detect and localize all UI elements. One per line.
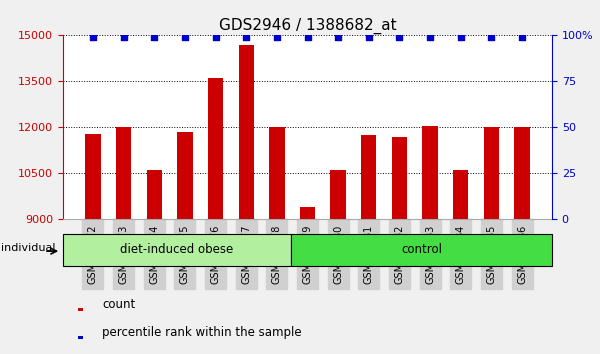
Bar bbox=[116, 127, 131, 219]
Point bbox=[88, 34, 98, 40]
Point bbox=[119, 34, 128, 40]
Point bbox=[303, 34, 313, 40]
Bar bbox=[77, 336, 83, 339]
Bar bbox=[239, 45, 254, 219]
Point bbox=[425, 34, 435, 40]
Bar bbox=[146, 170, 162, 219]
Text: percentile rank within the sample: percentile rank within the sample bbox=[102, 326, 302, 339]
Title: GDS2946 / 1388682_at: GDS2946 / 1388682_at bbox=[218, 18, 397, 34]
Bar bbox=[361, 135, 376, 219]
Point bbox=[211, 34, 220, 40]
Text: individual: individual bbox=[1, 243, 56, 253]
Point bbox=[334, 34, 343, 40]
Bar bbox=[208, 78, 223, 219]
Point bbox=[149, 34, 159, 40]
Point bbox=[395, 34, 404, 40]
Point bbox=[180, 34, 190, 40]
Bar bbox=[331, 170, 346, 219]
Bar bbox=[291, 234, 552, 266]
Bar bbox=[300, 207, 315, 219]
Bar bbox=[453, 170, 469, 219]
Bar bbox=[392, 137, 407, 219]
Bar bbox=[484, 127, 499, 219]
Text: count: count bbox=[102, 298, 136, 311]
Point bbox=[456, 34, 466, 40]
Point bbox=[364, 34, 374, 40]
Point bbox=[272, 34, 281, 40]
Point bbox=[241, 34, 251, 40]
Bar bbox=[514, 127, 530, 219]
Text: control: control bbox=[401, 243, 442, 256]
Text: diet-induced obese: diet-induced obese bbox=[121, 243, 234, 256]
Point bbox=[487, 34, 496, 40]
Bar bbox=[77, 308, 83, 311]
Bar bbox=[177, 132, 193, 219]
Point bbox=[517, 34, 527, 40]
Bar bbox=[269, 127, 284, 219]
Bar bbox=[422, 126, 438, 219]
Bar bbox=[63, 234, 291, 266]
Bar bbox=[85, 133, 101, 219]
